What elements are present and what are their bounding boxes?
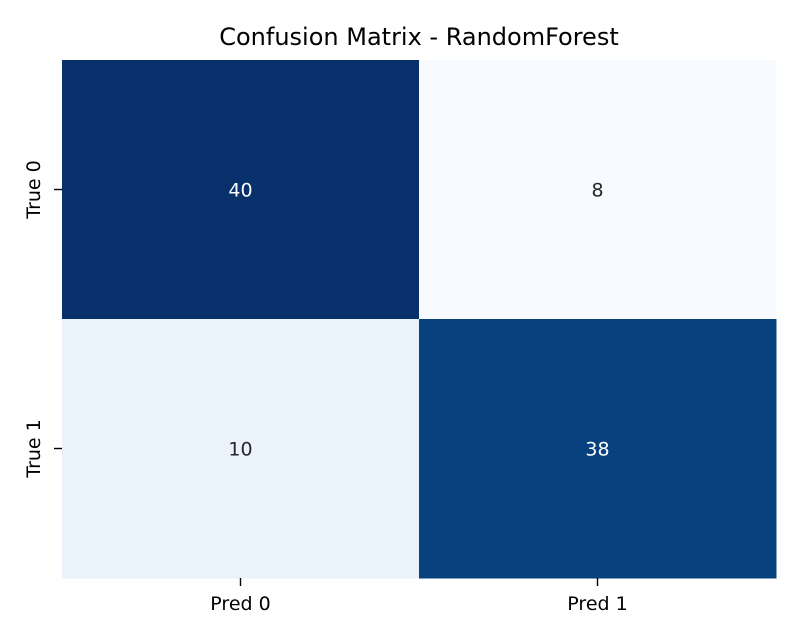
cell-value-label-0-1: 8 (591, 180, 603, 202)
chart-title: Confusion Matrix - RandomForest (219, 23, 619, 51)
x-tick-label-0: Pred 0 (210, 593, 270, 615)
x-tick-label-1: Pred 1 (567, 593, 627, 615)
heatmap-cell-0-0 (62, 60, 420, 320)
x-axis: Pred 0 Pred 1 (210, 578, 628, 615)
cell-value-label-1-1: 38 (585, 439, 609, 461)
heatmap-cell-0-1 (419, 60, 777, 320)
heatmap-cell-1-0 (62, 319, 420, 579)
cell-value-label-0-0: 40 (228, 180, 252, 202)
y-tick-label-0: True 0 (23, 160, 45, 219)
heatmap-cell-1-1 (419, 319, 777, 579)
heatmap-cells: 40 8 10 38 (62, 60, 777, 579)
y-axis: True 0 True 1 (23, 160, 62, 479)
y-tick-label-1: True 1 (23, 419, 45, 478)
cell-value-label-1-0: 10 (228, 439, 252, 461)
